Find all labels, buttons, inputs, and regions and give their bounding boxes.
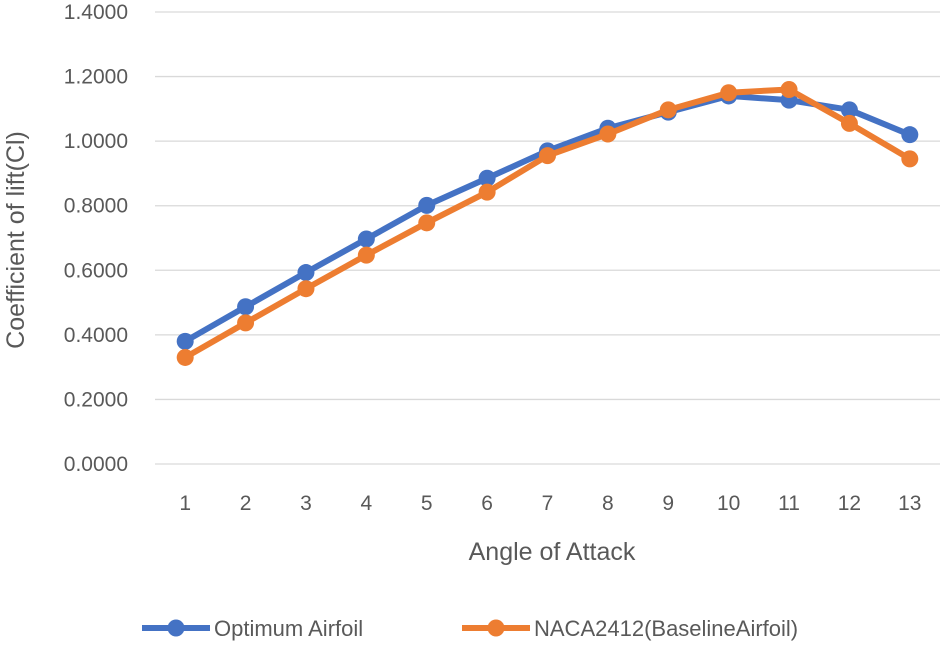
y-tick-label: 0.2000 [64,388,128,411]
y-tick-label: 0.0000 [64,453,128,476]
data-point [237,314,255,332]
series-group [176,80,919,366]
series-1 [176,87,919,350]
data-point [176,348,194,366]
data-point [176,332,194,350]
data-point [357,230,375,248]
series-line [182,92,913,345]
x-axis-title: Angle of Attack [469,538,636,566]
legend-item: Optimum Airfoil [142,616,363,641]
data-point [418,196,436,214]
x-tick-label: 6 [481,492,493,515]
x-tick-label: 3 [300,492,312,515]
data-point [840,114,858,132]
data-point [539,147,556,165]
data-point [599,125,617,143]
x-tick-label: 7 [542,492,554,515]
legend-swatch-marker [167,619,185,637]
x-tick-label: 11 [778,492,800,515]
data-point [418,214,436,232]
data-point [478,183,496,201]
y-axis-title: Coefficient of lift(Cl) [2,131,30,349]
data-point [901,126,919,144]
x-tick-label: 13 [898,492,921,515]
legend-item: NACA2412(BaselineAirfoil) [462,616,798,641]
x-tick-label: 2 [240,492,252,515]
x-axis-ticks: 1 2 3 4 5 6 7 8 9 10 11 12 13 [179,492,921,515]
series-line [182,86,913,361]
y-tick-label: 0.8000 [64,195,128,218]
data-point [840,101,858,119]
legend-label: NACA2412(BaselineAirfoil) [534,616,798,641]
data-point [720,84,738,102]
data-point [478,169,496,187]
x-tick-label: 9 [662,492,674,515]
series-2 [176,80,919,366]
y-tick-label: 0.6000 [64,259,128,282]
y-axis-ticks: 0.0000 0.2000 0.4000 0.6000 0.8000 1.0000 1.20… [64,1,128,476]
gridlines [155,11,940,465]
y-tick-label: 1.2000 [64,66,128,89]
y-tick-label: 1.0000 [64,130,128,153]
legend-swatch-marker [487,619,505,637]
legend-label: Optimum Airfoil [214,616,363,641]
x-tick-label: 12 [838,492,861,515]
data-point [780,80,798,98]
x-tick-label: 1 [179,492,191,515]
data-point [297,264,315,282]
data-point [357,246,375,264]
x-tick-label: 8 [602,492,614,515]
data-point [237,298,255,316]
data-point [297,280,315,298]
x-tick-label: 4 [361,492,373,515]
x-tick-label: 5 [421,492,433,515]
data-point [901,150,919,168]
data-point [659,101,677,119]
x-tick-label: 10 [717,492,740,515]
y-tick-label: 1.4000 [64,1,128,24]
legend: Optimum Airfoil NACA2412(BaselineAirfoil) [142,616,798,641]
y-tick-label: 0.4000 [64,324,128,347]
